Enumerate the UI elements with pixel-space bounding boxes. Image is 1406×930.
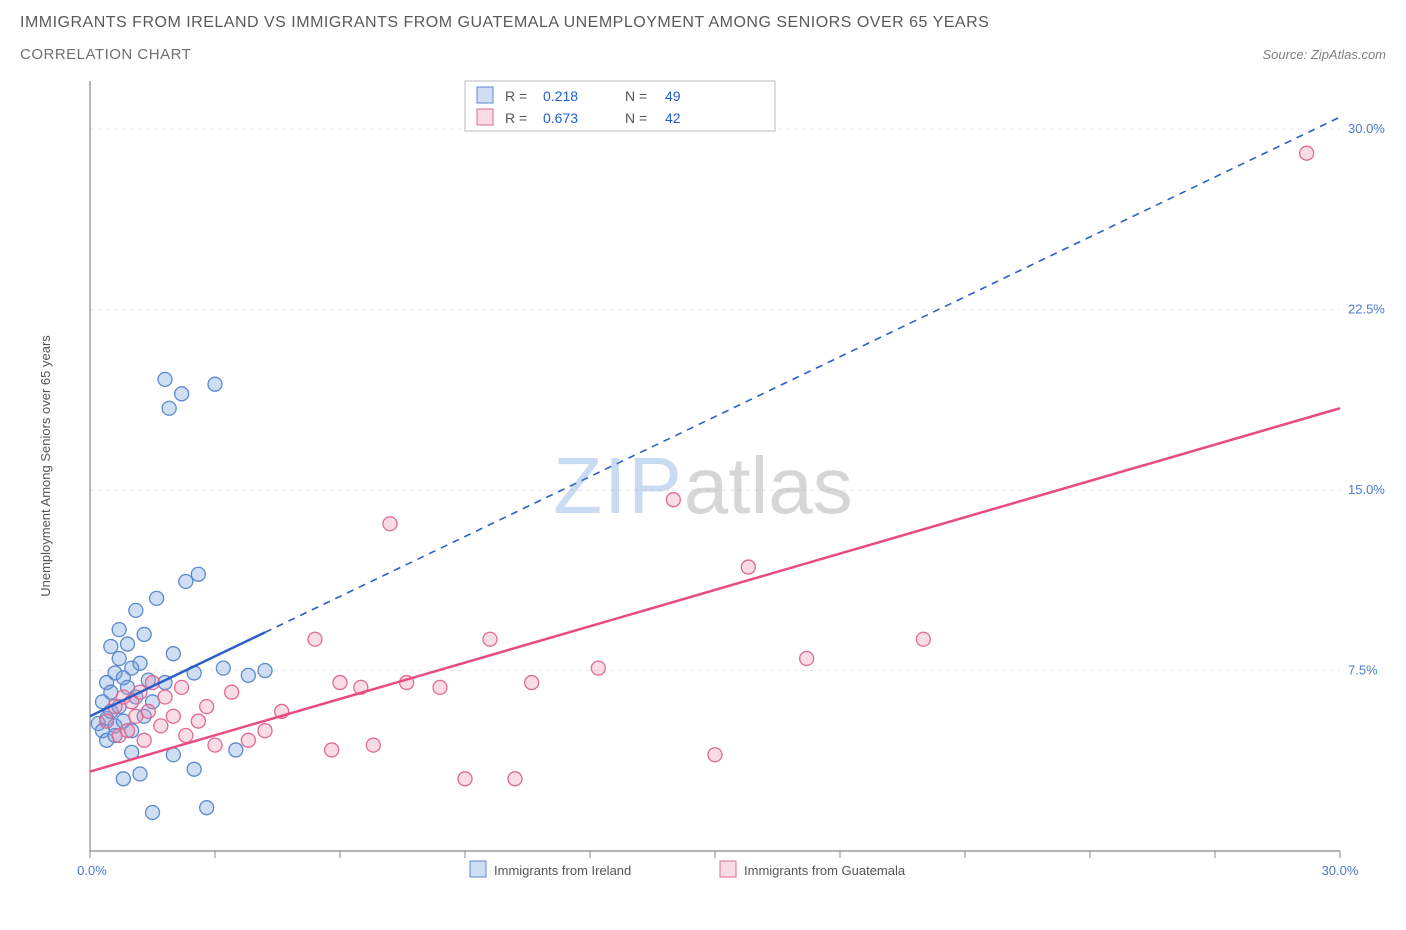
svg-text:30.0%: 30.0% <box>1348 121 1385 136</box>
scatter-point <box>258 664 272 678</box>
scatter-point <box>366 738 380 752</box>
svg-text:0.673: 0.673 <box>543 110 578 126</box>
scatter-point <box>158 690 172 704</box>
scatter-point <box>483 632 497 646</box>
svg-text:Unemployment Among Seniors ove: Unemployment Among Seniors over 65 years <box>38 335 53 597</box>
svg-text:N =: N = <box>625 88 647 104</box>
legend-label: Immigrants from Guatemala <box>744 863 906 878</box>
legend-label: Immigrants from Ireland <box>494 863 631 878</box>
scatter-point <box>112 623 126 637</box>
scatter-point <box>258 724 272 738</box>
scatter-point <box>158 372 172 386</box>
chart-main-title: IMMIGRANTS FROM IRELAND VS IMMIGRANTS FR… <box>20 14 1386 32</box>
scatter-point <box>200 801 214 815</box>
scatter-point <box>175 680 189 694</box>
chart-source: Source: ZipAtlas.com <box>1262 47 1386 62</box>
scatter-point <box>162 401 176 415</box>
scatter-point <box>525 676 539 690</box>
scatter-point <box>191 567 205 581</box>
scatter-point <box>216 661 230 675</box>
scatter-point <box>241 668 255 682</box>
svg-text:N =: N = <box>625 110 647 126</box>
scatter-point <box>708 748 722 762</box>
correlation-scatter-chart: 7.5% 15.0% 22.5% 30.0% 0.0% 30.0% Unemployment… <box>20 71 1386 901</box>
scatter-point <box>179 575 193 589</box>
scatter-point <box>458 772 472 786</box>
chart-subtitle: CORRELATION CHART <box>20 46 191 63</box>
scatter-point <box>154 719 168 733</box>
scatter-point <box>141 704 155 718</box>
scatter-point <box>133 656 147 670</box>
scatter-point <box>146 806 160 820</box>
scatter-point <box>129 603 143 617</box>
scatter-point <box>666 493 680 507</box>
trend-line-dashed <box>265 117 1340 632</box>
scatter-point <box>591 661 605 675</box>
svg-text:22.5%: 22.5% <box>1348 302 1385 317</box>
legend-swatch <box>720 861 736 877</box>
scatter-point <box>175 387 189 401</box>
scatter-point <box>137 733 151 747</box>
scatter-point <box>241 733 255 747</box>
scatter-point <box>150 591 164 605</box>
scatter-point <box>741 560 755 574</box>
scatter-point <box>508 772 522 786</box>
scatter-point <box>229 743 243 757</box>
scatter-point <box>333 676 347 690</box>
scatter-point <box>112 652 126 666</box>
scatter-point <box>191 714 205 728</box>
scatter-point <box>179 729 193 743</box>
scatter-point <box>800 652 814 666</box>
svg-text:R =: R = <box>505 88 527 104</box>
scatter-point <box>200 700 214 714</box>
trend-line-solid <box>90 408 1340 771</box>
scatter-point <box>100 714 114 728</box>
scatter-point <box>208 738 222 752</box>
scatter-point <box>325 743 339 757</box>
svg-text:R =: R = <box>505 110 527 126</box>
svg-text:42: 42 <box>665 110 681 126</box>
scatter-point <box>308 632 322 646</box>
scatter-point <box>121 637 135 651</box>
svg-text:7.5%: 7.5% <box>1348 663 1378 678</box>
scatter-point <box>166 709 180 723</box>
scatter-point <box>208 377 222 391</box>
scatter-point <box>121 724 135 738</box>
scatter-point <box>187 762 201 776</box>
svg-text:49: 49 <box>665 88 681 104</box>
svg-text:0.0%: 0.0% <box>77 863 107 878</box>
scatter-point <box>225 685 239 699</box>
svg-text:0.218: 0.218 <box>543 88 578 104</box>
scatter-point <box>116 772 130 786</box>
scatter-point <box>383 517 397 531</box>
svg-text:15.0%: 15.0% <box>1348 482 1385 497</box>
scatter-point <box>137 627 151 641</box>
scatter-point <box>133 767 147 781</box>
svg-text:30.0%: 30.0% <box>1322 863 1359 878</box>
scatter-point <box>166 647 180 661</box>
legend-swatch <box>470 861 486 877</box>
scatter-point <box>916 632 930 646</box>
scatter-point <box>104 639 118 653</box>
scatter-point <box>433 680 447 694</box>
scatter-point <box>1300 146 1314 160</box>
